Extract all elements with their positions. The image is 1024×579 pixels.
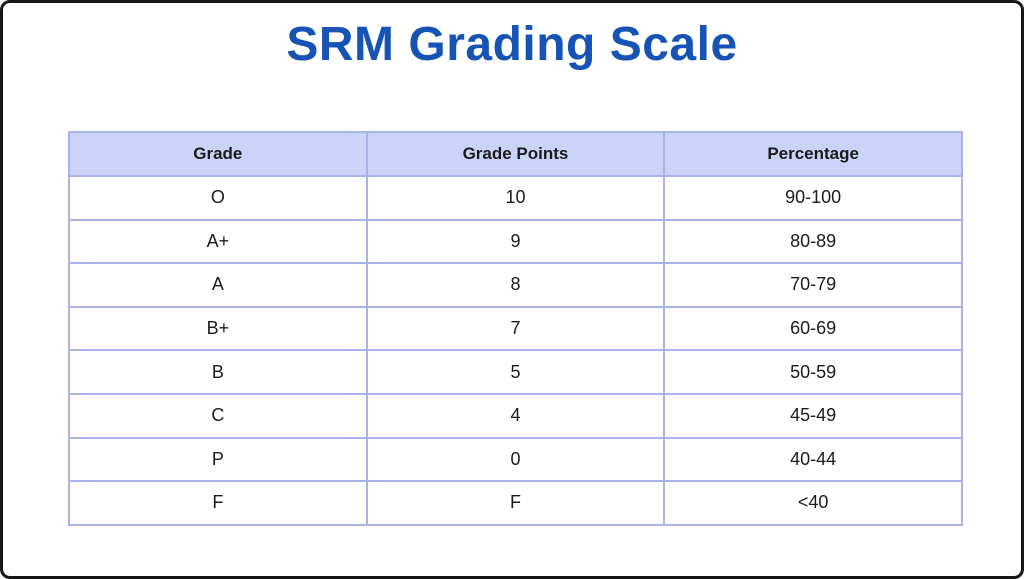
grade-points-cell: 5 (365, 349, 666, 395)
table-row: C 4 45-49 (68, 392, 963, 439)
column-header-grade: Grade (68, 131, 368, 177)
grade-cell: F (68, 480, 368, 526)
column-header-percentage: Percentage (663, 131, 963, 177)
grade-points-cell: 7 (365, 305, 666, 352)
percentage-cell: 80-89 (663, 218, 963, 265)
grading-scale-table: Grade Grade Points Percentage O 10 90-10… (68, 131, 963, 526)
grade-points-cell: 10 (365, 175, 666, 221)
grade-cell: A+ (68, 218, 368, 265)
table-row: P 0 40-44 (68, 436, 963, 483)
percentage-cell: 40-44 (663, 436, 963, 483)
table-row: B+ 7 60-69 (68, 305, 963, 352)
table-row: A 8 70-79 (68, 262, 963, 308)
table-row: O 10 90-100 (68, 175, 963, 221)
table-row: A+ 9 80-89 (68, 218, 963, 265)
percentage-cell: 45-49 (663, 392, 963, 439)
table-row: B 5 50-59 (68, 349, 963, 395)
grade-cell: P (68, 436, 368, 483)
percentage-cell: 90-100 (663, 175, 963, 221)
percentage-cell: 50-59 (663, 349, 963, 395)
percentage-cell: 60-69 (663, 305, 963, 352)
grade-cell: A (68, 262, 368, 308)
column-header-grade-points: Grade Points (365, 131, 666, 177)
grade-cell: O (68, 175, 368, 221)
grade-points-cell: 8 (365, 262, 666, 308)
percentage-cell: 70-79 (663, 262, 963, 308)
table-header-row: Grade Grade Points Percentage (68, 131, 963, 177)
grade-points-cell: 0 (365, 436, 666, 483)
grade-cell: B (68, 349, 368, 395)
page-title: SRM Grading Scale (286, 18, 738, 71)
table-row: F F <40 (68, 480, 963, 526)
grade-points-cell: 4 (365, 392, 666, 439)
grade-cell: B+ (68, 305, 368, 352)
grade-cell: C (68, 392, 368, 439)
grade-points-cell: 9 (365, 218, 666, 265)
percentage-cell: <40 (663, 480, 963, 526)
grade-points-cell: F (365, 480, 666, 526)
